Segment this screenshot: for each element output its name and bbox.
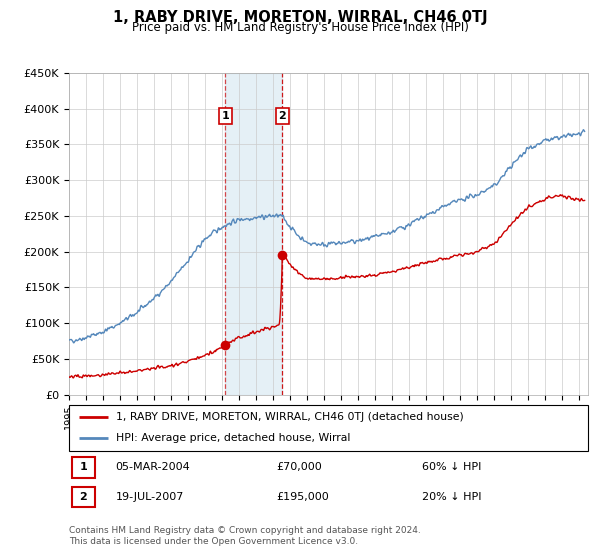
Text: 1, RABY DRIVE, MORETON, WIRRAL, CH46 0TJ (detached house): 1, RABY DRIVE, MORETON, WIRRAL, CH46 0TJ…: [116, 412, 463, 422]
Text: 1: 1: [221, 111, 229, 122]
Text: 1, RABY DRIVE, MORETON, WIRRAL, CH46 0TJ: 1, RABY DRIVE, MORETON, WIRRAL, CH46 0TJ: [113, 10, 487, 25]
FancyBboxPatch shape: [71, 457, 95, 478]
Text: £195,000: £195,000: [277, 492, 329, 502]
Text: 20% ↓ HPI: 20% ↓ HPI: [422, 492, 481, 502]
Text: 60% ↓ HPI: 60% ↓ HPI: [422, 463, 481, 472]
Text: 2: 2: [79, 492, 87, 502]
Text: 2: 2: [278, 111, 286, 122]
Text: HPI: Average price, detached house, Wirral: HPI: Average price, detached house, Wirr…: [116, 433, 350, 444]
Text: Price paid vs. HM Land Registry's House Price Index (HPI): Price paid vs. HM Land Registry's House …: [131, 21, 469, 34]
Bar: [225, 73, 283, 395]
Text: 19-JUL-2007: 19-JUL-2007: [116, 492, 184, 502]
Text: £70,000: £70,000: [277, 463, 322, 472]
FancyBboxPatch shape: [71, 487, 95, 507]
Text: 1: 1: [79, 463, 87, 472]
Text: 05-MAR-2004: 05-MAR-2004: [116, 463, 190, 472]
Text: Contains HM Land Registry data © Crown copyright and database right 2024.
This d: Contains HM Land Registry data © Crown c…: [69, 526, 421, 546]
FancyBboxPatch shape: [69, 405, 588, 451]
